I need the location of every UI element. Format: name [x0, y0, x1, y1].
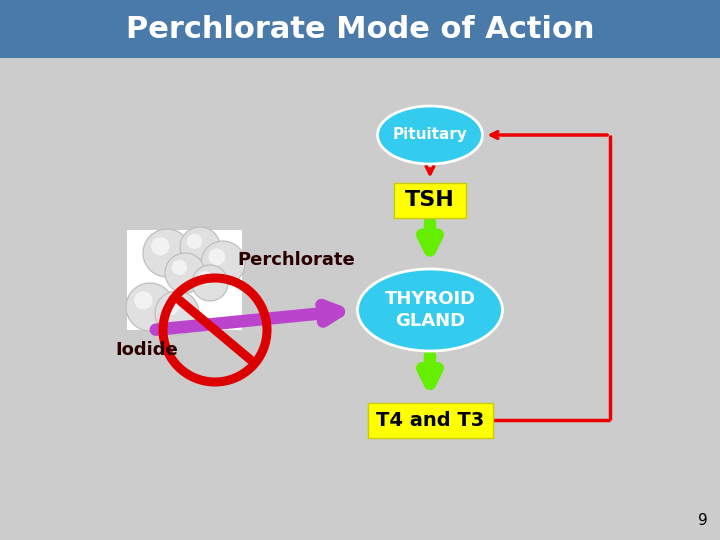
Text: 9: 9 — [698, 513, 708, 528]
Text: T4 and T3: T4 and T3 — [376, 410, 484, 429]
Circle shape — [163, 299, 179, 315]
Circle shape — [134, 291, 153, 309]
Text: Pituitary: Pituitary — [392, 127, 467, 143]
Circle shape — [151, 237, 169, 255]
Text: Perchlorate: Perchlorate — [237, 251, 355, 269]
Text: TSH: TSH — [405, 190, 455, 210]
Circle shape — [186, 234, 202, 249]
Circle shape — [198, 271, 212, 285]
Circle shape — [201, 241, 245, 285]
Circle shape — [165, 253, 205, 293]
Ellipse shape — [377, 106, 482, 164]
Text: Perchlorate Mode of Action: Perchlorate Mode of Action — [126, 15, 594, 44]
Bar — [127, 230, 242, 330]
Text: Iodide: Iodide — [115, 341, 178, 359]
Circle shape — [192, 265, 228, 301]
Circle shape — [180, 227, 220, 267]
Ellipse shape — [358, 269, 503, 351]
Circle shape — [126, 283, 174, 331]
Circle shape — [209, 248, 225, 265]
Circle shape — [143, 229, 191, 277]
Circle shape — [155, 291, 199, 335]
Bar — [367, 402, 492, 437]
Bar — [394, 183, 466, 218]
Bar — [0, 0, 720, 58]
Text: THYROID
GLAND: THYROID GLAND — [384, 290, 476, 330]
Circle shape — [172, 260, 187, 275]
